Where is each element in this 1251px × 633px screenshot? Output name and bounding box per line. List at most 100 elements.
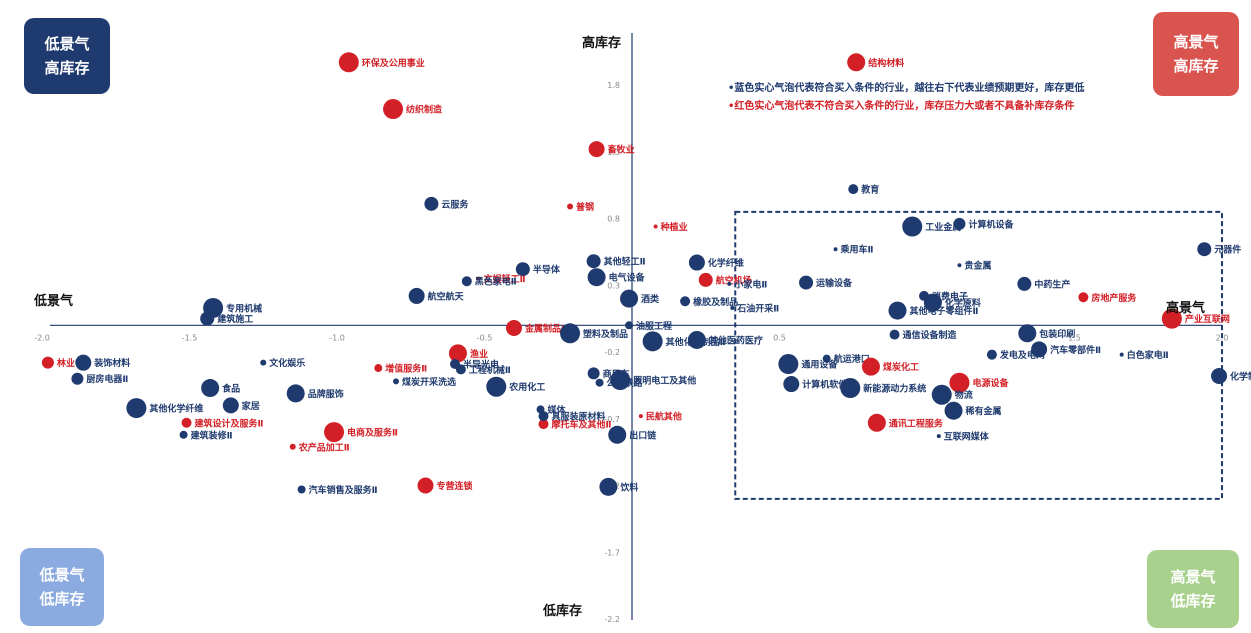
axis-title-right: 高景气	[1166, 301, 1206, 316]
bubble	[486, 376, 507, 397]
bubble-label: 工业金属	[925, 221, 961, 233]
bubble-label: 饮料	[619, 481, 638, 493]
y-tick-label: 0.8	[607, 215, 620, 224]
bubble-label: 工程机械Ⅱ	[469, 364, 511, 376]
x-tick-label: 0.5	[773, 333, 786, 342]
y-tick-label: -1.7	[604, 548, 620, 557]
y-tick-label: 1.8	[607, 81, 620, 90]
bubble-label: 食品	[221, 383, 240, 395]
bubble-label: 品牌服饰	[308, 388, 344, 400]
bubble	[1018, 324, 1037, 343]
bubble-label: 普钢	[576, 201, 594, 213]
bubble-label: 航运港口	[834, 353, 870, 365]
bubble-label: 化学制药	[1230, 371, 1251, 383]
bubble	[455, 364, 466, 375]
axis-title-left: 低景气	[34, 294, 74, 309]
bubble-label: 新能源动力系统	[863, 383, 926, 395]
bubble-label: 塑料及制品	[583, 328, 628, 340]
bubble	[538, 411, 549, 422]
bubble-label: 电商及服务Ⅱ	[347, 427, 398, 439]
bubble-label: 航空航天	[428, 290, 465, 302]
bubble-label: 黑色家电Ⅱ	[475, 276, 517, 288]
bubble	[181, 417, 192, 428]
bubble-label: 其他医药医疗	[709, 334, 763, 346]
bubble-label: 其他电子零组件Ⅱ	[910, 305, 979, 317]
bubble	[417, 477, 434, 494]
x-tick-label: -0.5	[477, 333, 493, 342]
bubble-label: 建筑施工	[217, 313, 253, 325]
bubble-label: 装饰材料	[93, 357, 130, 369]
bubble	[848, 184, 859, 195]
bubble	[408, 287, 425, 304]
bubble-label: 文化娱乐	[268, 357, 305, 369]
axis-title-top: 高库存	[582, 36, 622, 51]
bubble	[567, 203, 574, 210]
bubble	[595, 378, 604, 387]
bubble	[324, 422, 345, 443]
bubble	[1078, 292, 1089, 303]
bubble-label: 物流	[955, 389, 973, 401]
bubble-label: 照明电工及其他	[633, 375, 696, 387]
bubble	[515, 262, 530, 277]
bubble	[822, 354, 831, 363]
bubble	[75, 354, 92, 371]
bubble-label: 厨房电器Ⅱ	[86, 373, 128, 385]
bubble	[902, 216, 923, 237]
bubble-label: 渔业	[470, 348, 488, 360]
bubble	[861, 357, 880, 376]
y-tick-label: -0.2	[604, 348, 620, 357]
bubble-label: 橡胶及制品	[693, 296, 738, 308]
bubble	[179, 430, 188, 439]
bubble	[840, 378, 861, 399]
bubble	[986, 349, 997, 360]
bubble	[953, 217, 966, 230]
y-tick-label: -0.7	[604, 415, 620, 424]
y-tick-label: 1.3	[607, 148, 620, 157]
y-tick-label: 0.3	[607, 281, 620, 290]
bubble	[1161, 308, 1182, 329]
bubble-label: 电气设备	[609, 272, 646, 284]
bubble-label: 专用机械	[226, 302, 262, 314]
bubble	[610, 370, 631, 391]
bubble	[698, 272, 713, 287]
bubble-label: 农用化工	[508, 381, 545, 393]
bubble-label: 计算机软件	[802, 379, 847, 391]
bubble-label: 媒体	[547, 404, 567, 416]
axis-title-bottom: 低库存	[543, 604, 583, 619]
bubble-label: 建筑设计及服务Ⅱ	[195, 417, 264, 429]
x-tick-label: 1.5	[1068, 333, 1081, 342]
bubble-label: 稀有金属	[966, 405, 1002, 417]
bubble-label: 出口链	[629, 429, 657, 441]
bubble-label: 煤炭化工	[883, 361, 919, 373]
bubble	[833, 247, 838, 252]
bubble	[338, 52, 359, 73]
bubble	[448, 344, 467, 363]
bubble	[1119, 352, 1124, 357]
bubble-label: 增值服务Ⅱ	[385, 363, 427, 375]
bubble	[783, 376, 800, 393]
bubble-label: 酒类	[641, 293, 660, 305]
bubble	[383, 99, 404, 120]
quadrant-label-line2: 低库存	[1170, 592, 1216, 610]
quadrant-label-line2: 低库存	[39, 590, 85, 608]
bubble	[71, 372, 84, 385]
bubble	[867, 413, 886, 432]
bubble-label: 通信设备制造	[903, 329, 958, 341]
bubble-label: 林业	[57, 357, 75, 369]
quadrant-low-prosperity-low-inventory: 低景气 低库存	[20, 548, 104, 626]
bubble-label: 运输设备	[816, 277, 853, 289]
bubble	[1211, 368, 1228, 385]
legend-blue-note: •蓝色实心气泡代表符合买入条件的行业，越往右下代表业绩预期更好，库存更低	[728, 83, 1085, 94]
bubble	[688, 254, 705, 271]
bubble-label: 环保及公用事业	[362, 57, 425, 69]
bubble	[41, 356, 54, 369]
bubble-label: 互联网媒体	[944, 431, 990, 443]
legend-red-note: •红色实心气泡代表不符合买入条件的行业，库存压力大或者不具备补库存条件	[728, 101, 1075, 112]
bubble-label: 教育	[860, 184, 879, 196]
bubble	[374, 364, 383, 373]
bubble	[297, 485, 306, 494]
bubble-label: 民航其他	[646, 411, 682, 423]
bubble-label: 文娱轻工Ⅱ	[483, 273, 526, 285]
bubble-label: 乘用车Ⅱ	[840, 244, 874, 256]
quadrant-label-line1: 高景气	[1173, 33, 1219, 51]
